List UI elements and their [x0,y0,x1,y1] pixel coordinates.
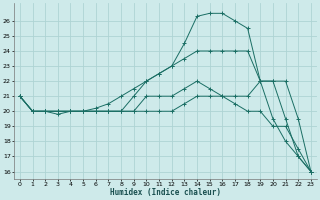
X-axis label: Humidex (Indice chaleur): Humidex (Indice chaleur) [110,188,221,197]
